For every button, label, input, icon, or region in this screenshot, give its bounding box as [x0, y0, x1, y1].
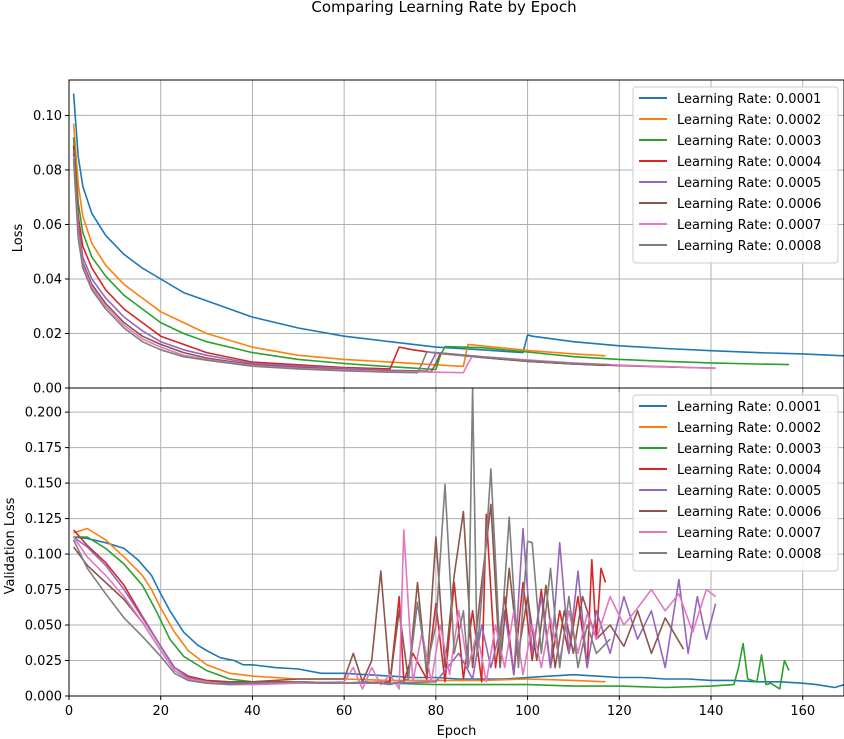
legend-entry: Learning Rate: 0.0007 — [677, 526, 821, 541]
legend-entry: Learning Rate: 0.0003 — [677, 134, 821, 149]
y-tick-label: 0.025 — [25, 654, 62, 669]
y-tick-label: 0.08 — [33, 163, 62, 178]
series-line-3 — [73, 536, 790, 690]
series-group — [72, 388, 844, 690]
x-tick-label: 140 — [699, 704, 724, 719]
legend-entry: Learning Rate: 0.0001 — [677, 92, 821, 107]
axes-frame — [68, 387, 844, 697]
x-tick-label: 60 — [336, 704, 353, 719]
y-tick-label: 0.175 — [25, 441, 62, 456]
legend-frame — [632, 394, 839, 572]
series-line-6 — [72, 503, 685, 683]
legend-entry: Learning Rate: 0.0001 — [677, 400, 821, 415]
legend-entry: Learning Rate: 0.0004 — [677, 155, 821, 170]
y-tick-label: 0.04 — [33, 272, 62, 287]
y-tick-label: 0.050 — [25, 619, 62, 634]
series-line-8 — [72, 158, 611, 374]
legend-entry: Learning Rate: 0.0002 — [677, 113, 821, 128]
series-group — [72, 93, 844, 374]
y-tick-label: 0.100 — [25, 548, 62, 563]
y-tick-label: 0.150 — [25, 477, 62, 492]
y-tick-label: 0.00 — [33, 382, 62, 397]
series-line-8 — [72, 388, 611, 686]
series-line-2 — [73, 527, 606, 683]
legend-entry: Learning Rate: 0.0003 — [677, 442, 821, 457]
legend-entry: Learning Rate: 0.0006 — [677, 197, 821, 212]
legend-entry: Learning Rate: 0.0005 — [677, 484, 821, 499]
y-tick-label: 0.10 — [33, 109, 62, 124]
x-tick-label: 20 — [152, 704, 169, 719]
x-tick-label: 80 — [428, 704, 445, 719]
y-tick-label: 0.075 — [25, 583, 62, 598]
series-line-2 — [72, 123, 606, 368]
y-tick-label: 0.06 — [33, 218, 62, 233]
legend-entry: Learning Rate: 0.0004 — [677, 463, 821, 478]
x-tick-label: 100 — [515, 704, 540, 719]
x-tick-label: 40 — [244, 704, 261, 719]
y-axis-label: Loss — [11, 224, 26, 253]
loss-axes: 0.00 0.02 0.04 0.06 0.08 0.10 Loss Learning Rat… — [11, 79, 844, 397]
legend: Learning Rate: 0.0001 Learning Rate: 0.00… — [632, 394, 839, 572]
x-tick-label: 160 — [790, 704, 815, 719]
chart-title: Comparing Learning Rate by Epoch — [311, 0, 576, 16]
x-axis-label: Epoch — [437, 724, 477, 739]
legend-entry: Learning Rate: 0.0007 — [677, 218, 821, 233]
series-line-1 — [72, 93, 844, 357]
legend: Learning Rate: 0.0001 Learning Rate: 0.00… — [632, 86, 839, 264]
legend-frame — [632, 86, 839, 264]
y-tick-label: 0.200 — [25, 406, 62, 421]
y-tick-label: 0.125 — [25, 512, 62, 527]
x-tick-label: 0 — [65, 704, 73, 719]
series-line-3 — [72, 137, 790, 371]
validation-loss-axes: 0 20 40 60 80 100 120 140 160 0.000 0.025 0.050 0.07… — [3, 387, 844, 739]
legend-entry: Learning Rate: 0.0008 — [677, 239, 821, 254]
series-line-6 — [72, 153, 684, 373]
legend-entry: Learning Rate: 0.0008 — [677, 547, 821, 562]
legend-entry: Learning Rate: 0.0005 — [677, 176, 821, 191]
y-tick-label: 0.02 — [33, 327, 62, 342]
legend-entry: Learning Rate: 0.0002 — [677, 421, 821, 436]
x-tick-label: 120 — [607, 704, 632, 719]
y-tick-label: 0.000 — [25, 690, 62, 705]
y-axis-label: Validation Loss — [3, 497, 18, 594]
legend-entry: Learning Rate: 0.0006 — [677, 505, 821, 520]
